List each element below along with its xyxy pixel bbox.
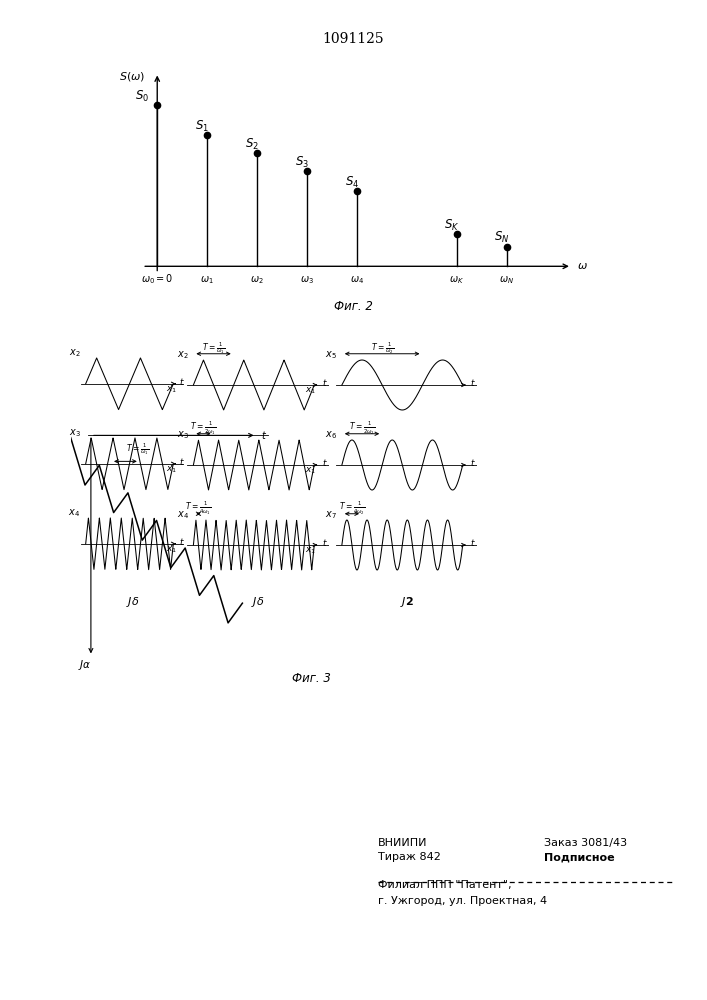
Text: Тираж 842: Тираж 842 [378, 852, 441, 862]
Text: $x_4$: $x_4$ [69, 507, 81, 519]
Text: $T{=}\frac{1}{2\omega_2}$: $T{=}\frac{1}{2\omega_2}$ [349, 420, 375, 437]
Text: $x_1$: $x_1$ [305, 466, 315, 476]
Text: $S_N$: $S_N$ [494, 230, 510, 245]
Text: $\omega_3$: $\omega_3$ [300, 274, 314, 286]
Text: $S_1$: $S_1$ [194, 119, 209, 134]
Text: $x_2$: $x_2$ [69, 347, 81, 359]
Text: $\omega_2$: $\omega_2$ [250, 274, 264, 286]
Text: $S_4$: $S_4$ [344, 175, 358, 190]
Text: $\omega$: $\omega$ [577, 261, 588, 271]
Text: $x_1$: $x_1$ [166, 385, 177, 395]
Text: г. Ужгород, ул. Проектная, 4: г. Ужгород, ул. Проектная, 4 [378, 896, 547, 906]
Text: $\omega_4$: $\omega_4$ [350, 274, 364, 286]
Text: $S_2$: $S_2$ [245, 137, 259, 152]
Text: $x_5$: $x_5$ [325, 350, 337, 361]
Text: $t$: $t$ [322, 537, 327, 548]
Text: $x_1$: $x_1$ [166, 545, 177, 555]
Text: $S_0$: $S_0$ [135, 88, 149, 104]
Text: $S_K$: $S_K$ [445, 218, 460, 233]
Text: $\omega_0{=}0$: $\omega_0{=}0$ [141, 272, 173, 286]
Text: $x_6$: $x_6$ [325, 430, 337, 441]
Text: $T{=}\frac{1}{\omega_1}$: $T{=}\frac{1}{\omega_1}$ [202, 340, 225, 356]
Text: Подписное: Подписное [544, 852, 615, 862]
Text: $t$: $t$ [470, 377, 476, 388]
Text: Фиг. 2: Фиг. 2 [334, 300, 373, 313]
Text: $T{=}\frac{1}{4\omega_1}$: $T{=}\frac{1}{4\omega_1}$ [185, 500, 211, 517]
Text: ВНИИПИ: ВНИИПИ [378, 838, 428, 848]
Text: Филиал ППП "Патент",: Филиал ППП "Патент", [378, 880, 512, 890]
Text: Фиг. 3: Фиг. 3 [292, 672, 330, 685]
Text: $J\delta$: $J\delta$ [126, 595, 139, 609]
Text: $t$: $t$ [180, 376, 185, 387]
Text: $x_3$: $x_3$ [69, 427, 81, 439]
Text: $x_1$: $x_1$ [305, 545, 315, 556]
Text: $t$: $t$ [470, 537, 476, 548]
Text: $T{=}\frac{1}{2\omega_1}$: $T{=}\frac{1}{2\omega_1}$ [190, 420, 216, 437]
Text: $\omega_1$: $\omega_1$ [200, 274, 214, 286]
Text: $\omega_N$: $\omega_N$ [499, 274, 515, 286]
Text: $t$: $t$ [180, 536, 185, 547]
Text: $t$: $t$ [322, 377, 327, 388]
Text: $J\delta$: $J\delta$ [252, 595, 264, 609]
Text: $x_3$: $x_3$ [177, 430, 189, 441]
Text: $x_4$: $x_4$ [177, 509, 189, 521]
Text: $t$: $t$ [261, 429, 267, 441]
Text: $T{=}\frac{1}{\omega_1}$: $T{=}\frac{1}{\omega_1}$ [126, 442, 149, 457]
Text: $J\mathbf{2}$: $J\mathbf{2}$ [399, 595, 414, 609]
Text: Заказ 3081/43: Заказ 3081/43 [544, 838, 628, 848]
Text: $T{=}\frac{1}{\omega_2}$: $T{=}\frac{1}{\omega_2}$ [370, 340, 394, 356]
Text: $S(\omega)$: $S(\omega)$ [119, 70, 145, 83]
Text: $t$: $t$ [470, 457, 476, 468]
Text: $x_1$: $x_1$ [305, 385, 315, 396]
Text: $x_1$: $x_1$ [166, 465, 177, 475]
Text: $S_3$: $S_3$ [295, 155, 308, 170]
Text: $x_2$: $x_2$ [177, 350, 189, 361]
Text: $\omega_K$: $\omega_K$ [450, 274, 464, 286]
Text: $t$: $t$ [322, 457, 327, 468]
Text: $x_7$: $x_7$ [325, 509, 337, 521]
Text: 1091125: 1091125 [322, 32, 385, 46]
Text: $J\alpha$: $J\alpha$ [78, 658, 92, 672]
Text: $T{=}\frac{1}{4\omega_2}$: $T{=}\frac{1}{4\omega_2}$ [339, 500, 365, 517]
Text: $t$: $t$ [180, 456, 185, 467]
